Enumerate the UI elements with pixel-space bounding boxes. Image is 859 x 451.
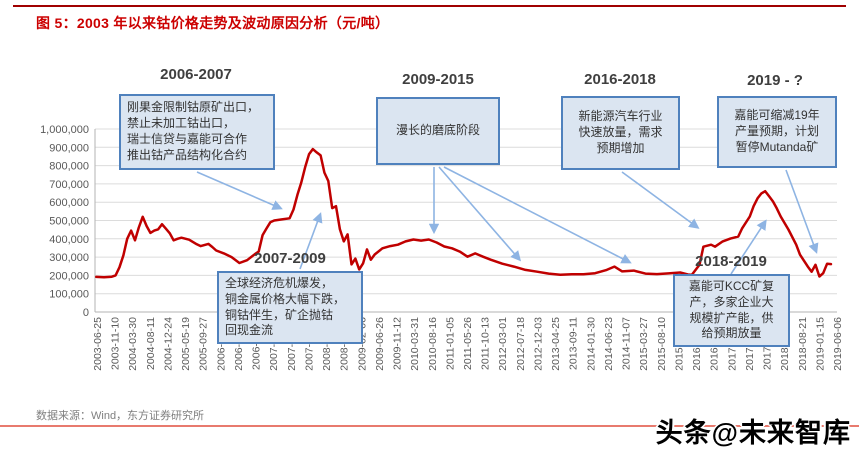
x-axis-label: 2011-01-05	[444, 317, 456, 370]
annotation-text: 嘉能可KCC矿复 产，多家企业大 规模扩产能，供 给预期放量	[688, 278, 775, 341]
x-axis-label: 2009-11-12	[392, 317, 404, 370]
x-axis-label: 2004-03-30	[127, 317, 139, 371]
annotation-text: 漫长的磨底阶段	[395, 123, 480, 138]
annotation-arrow	[196, 171, 283, 210]
period-label-2007-2009: 2007-2009	[254, 250, 326, 267]
y-axis-label: 500,000	[49, 216, 89, 228]
x-axis-label: 2004-08-11	[145, 317, 157, 370]
x-axis-label: 2010-03-31	[409, 317, 421, 371]
period-label-2006-2007: 2006-2007	[160, 66, 232, 83]
data-source: 数据来源：Wind，东方证券研究所	[36, 410, 205, 422]
x-axis-label: 2003-06-25	[92, 317, 104, 371]
y-axis-label: 200,000	[49, 270, 89, 282]
annotation-arrow	[443, 166, 632, 264]
x-axis-label: 2014-06-23	[603, 317, 615, 371]
x-axis-label: 2019-01-15	[814, 317, 826, 371]
annotation-text: 新能源汽车行业 快速放量，需求 预期增加	[578, 109, 663, 155]
annotation-text: 全球经济危机爆发， 铜金属价格大幅下跌， 铜钴伴生，矿企抛钴 回现金流	[225, 275, 346, 338]
x-axis-label: 2013-04-25	[550, 317, 562, 371]
annotation-box-kcc-supply: 嘉能可KCC矿复 产，多家企业大 规模扩产能，供 给预期放量	[673, 274, 790, 347]
annotation-box-congo-export: 刚果金限制钴原矿出口， 禁止未加工钴出口， 瑞士信贷与嘉能可合作 推出钴产品结构…	[119, 94, 275, 170]
x-axis-label: 2011-05-26	[462, 317, 474, 370]
watermark-toutiao: 头条@未来智库	[655, 418, 851, 448]
annotation-arrow	[785, 169, 819, 254]
x-axis-label: 2004-12-24	[162, 317, 174, 371]
top-divider	[13, 5, 846, 7]
x-axis-label: 2014-11-07	[621, 317, 633, 370]
x-axis-label: 2018-08-21	[797, 317, 809, 371]
y-axis-label: 100,000	[49, 289, 89, 301]
x-axis-label: 2014-01-30	[585, 317, 597, 371]
price-line	[95, 147, 833, 279]
x-axis-label: 2005-05-19	[180, 317, 192, 371]
annotation-arrow	[438, 166, 522, 262]
x-axis-label: 2011-10-13	[480, 317, 492, 370]
annotation-box-ev-demand: 新能源汽车行业 快速放量，需求 预期增加	[561, 96, 680, 170]
y-axis-label: 300,000	[49, 252, 89, 264]
period-label-2009-2015: 2009-2015	[402, 71, 474, 88]
y-axis-label: 900,000	[49, 142, 89, 154]
y-axis-label: 1,000,000	[40, 124, 89, 136]
y-axis-label: 0	[83, 307, 89, 319]
annotation-box-financial-crisis: 全球经济危机爆发， 铜金属价格大幅下跌， 铜钴伴生，矿企抛钴 回现金流	[217, 271, 363, 344]
x-axis-label: 2013-09-11	[568, 317, 580, 370]
annotation-arrow	[299, 212, 323, 270]
x-axis-label: 2009-06-26	[374, 317, 386, 371]
annotation-arrow	[730, 219, 767, 275]
x-axis-label: 2010-08-16	[427, 317, 439, 371]
y-axis-label: 700,000	[49, 179, 89, 191]
x-axis-label: 2015-03-27	[638, 317, 650, 371]
annotation-box-glencore-mutanda: 嘉能可缩减19年 产量预期，计划 暂停Mutanda矿	[717, 96, 837, 168]
x-axis-label: 2012-12-03	[532, 317, 544, 371]
bottom-divider	[0, 425, 859, 427]
x-axis-label: 2012-03-01	[497, 317, 509, 371]
x-axis-label: 2019-06-06	[832, 317, 844, 371]
x-axis-label: 2005-09-27	[198, 317, 210, 371]
x-axis-label: 2003-11-10	[110, 317, 122, 370]
y-axis-label: 600,000	[49, 197, 89, 209]
annotation-text: 刚果金限制钴原矿出口， 禁止未加工钴出口， 瑞士信贷与嘉能可合作 推出钴产品结构…	[127, 100, 260, 162]
y-axis-label: 800,000	[49, 161, 89, 173]
figure-title: 图 5：2003 年以来钴价格走势及波动原因分析（元/吨）	[36, 15, 390, 31]
annotation-box-long-bottom: 漫长的磨底阶段	[376, 97, 500, 165]
y-axis-label: 400,000	[49, 234, 89, 246]
period-label-2018-2019: 2018-2019	[695, 253, 767, 270]
period-label-2016-2018: 2016-2018	[584, 71, 656, 88]
period-label-2019: 2019 - ?	[747, 72, 803, 89]
annotation-arrow	[621, 171, 700, 229]
x-axis-label: 2015-08-10	[656, 317, 668, 371]
x-axis-label: 2012-07-18	[515, 317, 527, 371]
annotation-text: 嘉能可缩减19年 产量预期，计划 暂停Mutanda矿	[734, 108, 820, 154]
